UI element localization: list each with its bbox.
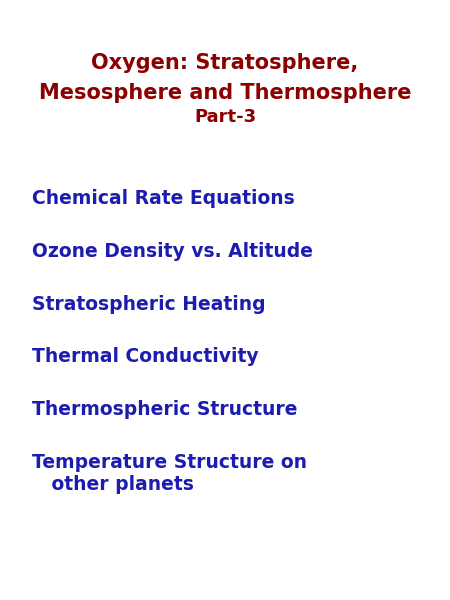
- Text: Mesosphere and Thermosphere: Mesosphere and Thermosphere: [39, 83, 411, 103]
- Text: Thermal Conductivity: Thermal Conductivity: [32, 347, 258, 367]
- Text: Part-3: Part-3: [194, 108, 256, 126]
- Text: Chemical Rate Equations: Chemical Rate Equations: [32, 189, 294, 208]
- Text: Thermospheric Structure: Thermospheric Structure: [32, 400, 297, 419]
- Text: Stratospheric Heating: Stratospheric Heating: [32, 295, 265, 314]
- Text: Oxygen: Stratosphere,: Oxygen: Stratosphere,: [91, 53, 359, 73]
- Text: Temperature Structure on
   other planets: Temperature Structure on other planets: [32, 453, 306, 494]
- Text: Ozone Density vs. Altitude: Ozone Density vs. Altitude: [32, 242, 312, 261]
